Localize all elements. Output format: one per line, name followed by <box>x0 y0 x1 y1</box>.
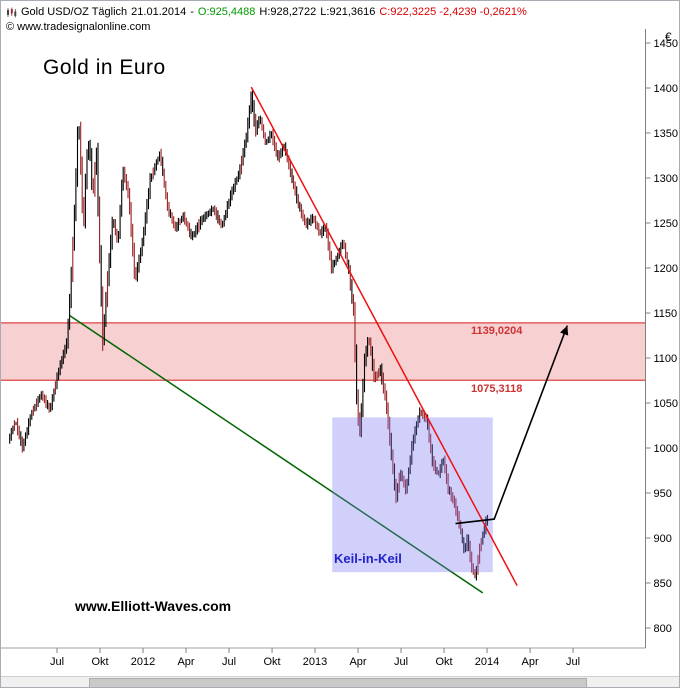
x-tick-label: Okt <box>91 656 108 668</box>
x-tick-label: 2012 <box>131 656 155 668</box>
copyright-notice: © www.tradesignalonline.com <box>6 21 151 33</box>
y-tick-label: 1000 <box>654 443 678 455</box>
y-tick-label: 1150 <box>654 308 678 320</box>
level-label-1075[interactable]: 1075,3118 <box>471 383 523 395</box>
quote-low: L:921,3616 <box>320 6 376 18</box>
y-tick-label: 1450 <box>654 38 678 50</box>
y-tick-label: 1250 <box>654 218 678 230</box>
wedge-in-wedge-label[interactable]: Keil-in-Keil <box>334 551 402 566</box>
scrollbar-thumb[interactable] <box>89 678 587 687</box>
y-tick-label: 1050 <box>654 398 678 410</box>
x-tick-label: Apr <box>349 656 366 668</box>
x-tick-label: 2014 <box>475 656 499 668</box>
red-resistance-trendline[interactable] <box>250 86 518 587</box>
quote-dash: - <box>190 6 194 18</box>
x-tick-label: Jul <box>50 656 64 668</box>
green-support-trendline[interactable] <box>69 315 484 594</box>
y-tick-label: 1100 <box>654 353 678 365</box>
x-tick-label: Okt <box>435 656 452 668</box>
quote-open: O:925,4488 <box>197 6 256 18</box>
y-tick-label: 1300 <box>654 173 678 185</box>
wedge-in-wedge-box[interactable] <box>332 417 493 573</box>
projection-arrow[interactable] <box>455 325 569 525</box>
chart-title-annotation[interactable]: Gold in Euro <box>43 56 166 79</box>
watermark-text: www.Elliott-Waves.com <box>75 598 232 614</box>
chart-header: Gold USD/OZ Täglich 21.01.2014 - O:925,4… <box>6 5 531 35</box>
currency-symbol: € <box>665 30 672 44</box>
quote-date: 21.01.2014 <box>131 6 187 18</box>
y-tick-label: 1400 <box>654 83 678 95</box>
horizontal-scrollbar[interactable] <box>1 676 679 687</box>
candlestick-chart-icon <box>6 7 17 18</box>
x-tick-label: Jul <box>566 656 580 668</box>
y-tick-label: 850 <box>654 578 672 590</box>
quote-close: C:922,3225 -2,4239 -0,2621% <box>379 6 527 18</box>
x-tick-label: Apr <box>521 656 538 668</box>
y-tick-label: 900 <box>654 533 672 545</box>
y-tick-label: 1350 <box>654 128 678 140</box>
x-tick-label: Jul <box>222 656 236 668</box>
level-label-1139[interactable]: 1139,0204 <box>471 325 523 337</box>
x-tick-label: 2013 <box>303 656 327 668</box>
resistance-zone[interactable] <box>1 322 646 381</box>
x-tick-label: Okt <box>263 656 280 668</box>
y-tick-label: 800 <box>654 623 672 635</box>
x-tick-label: Jul <box>394 656 408 668</box>
y-tick-label: 1200 <box>654 263 678 275</box>
y-tick-label: 950 <box>654 488 672 500</box>
projection-arrowhead <box>560 325 569 336</box>
x-tick-label: Apr <box>177 656 194 668</box>
quote-high: H:928,2722 <box>259 6 317 18</box>
candles-down <box>13 113 482 579</box>
candles-up <box>9 90 489 581</box>
instrument-name: Gold USD/OZ Täglich <box>21 6 128 18</box>
